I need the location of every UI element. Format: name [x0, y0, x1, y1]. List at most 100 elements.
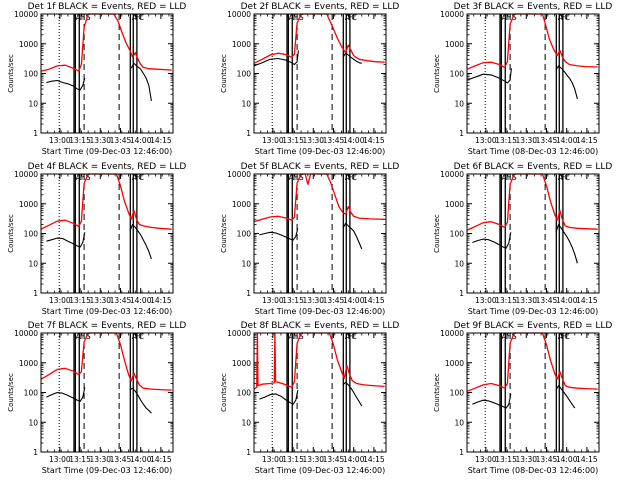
plot-frame [40, 173, 174, 294]
panel-title: Det 2f BLACK = Events, RED = LLD [241, 2, 400, 12]
events-series-line-segment-2 [129, 387, 152, 414]
y-axis-title: Counts/sec [220, 54, 228, 93]
marker-label: A [289, 173, 295, 182]
marker-label: F [294, 13, 299, 22]
y-tick-label: 100 [237, 230, 252, 239]
marker-label: F [81, 173, 86, 182]
lld-series-line [253, 13, 385, 64]
marker-label: F [348, 13, 353, 22]
y-tick-label: 1 [246, 448, 251, 457]
x-tick-label: 14:15 [363, 296, 385, 305]
x-axis-title: Start Time (09-Dec-03 12:46:00) [255, 147, 386, 156]
events-series-line-segment-2 [342, 381, 363, 407]
marker-label: F [561, 173, 566, 182]
x-tick-label: 14:00 [556, 136, 578, 145]
lld-series-line [40, 173, 172, 230]
marker-label: F [507, 173, 512, 182]
marker-label: S [299, 173, 304, 182]
events-series-line [46, 387, 86, 403]
x-tick-label: 13:45 [536, 296, 558, 305]
y-tick-label: 10000 [227, 329, 251, 338]
panel-title: Det 9f BLACK = Events, RED = LLD [454, 321, 613, 331]
y-tick-label: 10 [454, 99, 464, 108]
plot-frame [466, 173, 600, 294]
y-tick-label: 1 [459, 129, 464, 138]
y-tick-label: 10000 [440, 170, 464, 179]
plot-frame [253, 13, 387, 134]
marker-label: A [502, 173, 508, 182]
marker-label: F [561, 332, 566, 341]
x-tick-label: 13:00 [262, 296, 284, 305]
panel-title: Det 1f BLACK = Events, RED = LLD [28, 2, 187, 12]
marker-label: A [502, 332, 508, 341]
x-tick-label: 13:00 [49, 296, 71, 305]
events-series-line-segment-2 [555, 223, 578, 264]
marker-label: F [348, 332, 353, 341]
marker-label: C [138, 13, 144, 22]
x-tick-label: 13:45 [110, 455, 132, 464]
x-tick-label: 13:15 [282, 455, 304, 464]
x-tick-label: 13:15 [282, 296, 304, 305]
x-tick-label: 13:30 [89, 136, 111, 145]
panel-title: Det 4f BLACK = Events, RED = LLD [28, 162, 187, 172]
events-series-line [472, 232, 512, 249]
panel-det-2: Det 2f BLACK = Events, RED = LLD 1 10 100 10… [220, 2, 399, 156]
panel-det-8: Det 8f BLACK = Events, RED = LLD 1 10 100 10… [220, 321, 399, 475]
marker-label: C [564, 13, 570, 22]
x-tick-label: 13:00 [262, 455, 284, 464]
x-tick-label: 14:15 [576, 455, 598, 464]
y-axis-title: Counts/sec [7, 373, 15, 412]
x-tick-label: 14:00 [343, 136, 365, 145]
marker-label: A [345, 173, 351, 182]
x-tick-label: 13:15 [69, 136, 91, 145]
x-axis-title: Start Time (08-Dec-03 12:46:00) [468, 466, 599, 475]
y-tick-label: 10 [28, 259, 38, 268]
y-tick-label: 100 [450, 389, 465, 398]
plot-frame [40, 332, 174, 453]
y-tick-label: 10 [454, 259, 464, 268]
x-tick-label: 13:15 [495, 455, 517, 464]
x-tick-label: 13:45 [323, 455, 345, 464]
lld-series-line [40, 13, 172, 72]
panel-det-5: Det 5f BLACK = Events, RED = LLD 1 10 100 10… [220, 162, 399, 316]
marker-label: C [138, 173, 144, 182]
marker-label: S [512, 13, 517, 22]
marker-label: A [345, 332, 351, 341]
lld-series-line [466, 13, 598, 70]
marker-label: A [558, 173, 564, 182]
marker-label: F [135, 173, 140, 182]
marker-label: A [132, 13, 138, 22]
events-series-line-segment-2 [555, 65, 578, 100]
panel-title: Det 6f BLACK = Events, RED = LLD [454, 162, 613, 172]
y-tick-label: 100 [237, 70, 252, 79]
x-tick-label: 13:15 [495, 136, 517, 145]
y-tick-label: 1000 [232, 200, 251, 209]
x-tick-label: 13:30 [302, 455, 324, 464]
panel-det-4: Det 4f BLACK = Events, RED = LLD 1 10 100 10… [7, 162, 186, 316]
x-tick-label: 14:15 [576, 296, 598, 305]
y-tick-label: 1 [33, 129, 38, 138]
marker-label: C [351, 13, 357, 22]
y-tick-label: 1 [246, 129, 251, 138]
x-tick-label: 14:15 [150, 136, 172, 145]
x-tick-label: 14:00 [130, 455, 152, 464]
y-tick-label: 1000 [232, 359, 251, 368]
marker-label: F [81, 332, 86, 341]
y-tick-label: 1000 [445, 40, 464, 49]
events-series-line-segment-2 [342, 222, 363, 250]
x-tick-label: 14:00 [556, 296, 578, 305]
marker-label: S [512, 332, 517, 341]
plot-frame [253, 332, 387, 453]
y-tick-label: 10 [454, 418, 464, 427]
marker-label: F [135, 13, 140, 22]
x-tick-label: 13:15 [495, 296, 517, 305]
marker-label: F [348, 173, 353, 182]
x-tick-label: 13:30 [515, 455, 537, 464]
y-axis-title: Counts/sec [220, 214, 228, 253]
marker-label: F [81, 13, 86, 22]
events-series-line [46, 232, 86, 248]
y-tick-label: 10 [241, 418, 251, 427]
x-tick-label: 13:30 [302, 296, 324, 305]
x-tick-label: 14:15 [150, 296, 172, 305]
events-series-line-segment-2 [555, 385, 576, 409]
